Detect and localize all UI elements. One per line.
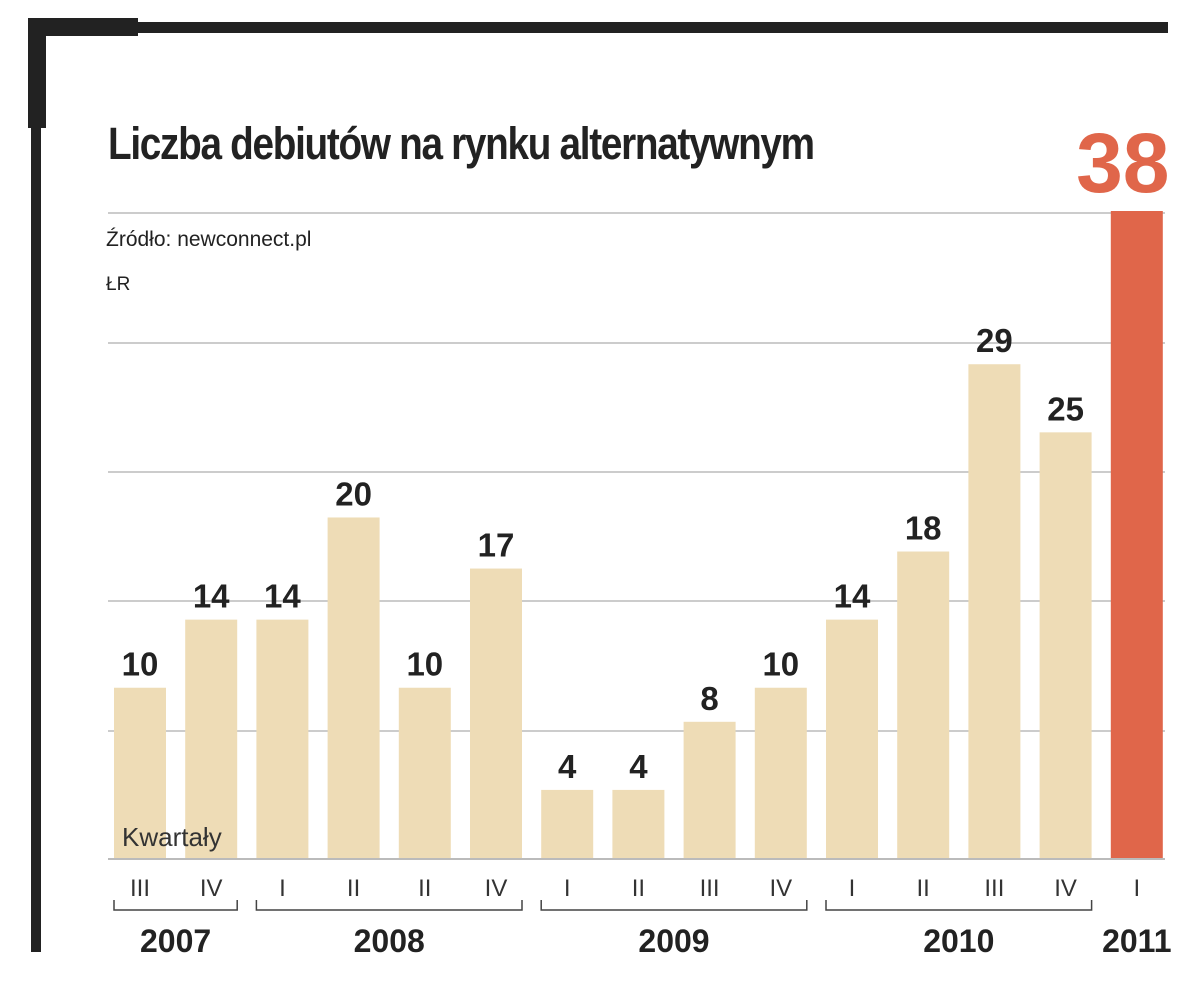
data-label: 4 (629, 748, 648, 785)
tick-label: IV (200, 875, 223, 902)
year-bracket (825, 900, 1093, 911)
tick-label: III (700, 875, 720, 902)
bar (398, 687, 451, 858)
bar-highlight (1110, 211, 1163, 858)
bar (470, 568, 522, 858)
bar (754, 687, 807, 858)
data-label: 18 (905, 510, 942, 547)
data-label: 20 (335, 475, 372, 512)
source-note: Źródło: newconnect.pl (106, 228, 312, 251)
data-label: 10 (122, 646, 159, 683)
bar (612, 789, 665, 858)
year-label: 2010 (923, 923, 994, 959)
data-label: 14 (193, 578, 230, 615)
tick-label: I (564, 875, 571, 902)
year-label: 2008 (354, 923, 425, 959)
bar (114, 687, 166, 858)
bar (327, 517, 380, 858)
tick-label: II (347, 875, 360, 902)
tick-label: III (130, 875, 150, 902)
bar (1039, 432, 1092, 858)
data-label: 29 (976, 322, 1013, 359)
data-label: 14 (264, 578, 301, 615)
frame-left-rule (28, 22, 46, 128)
tick-label: II (632, 875, 645, 902)
year-label: 2011 (1102, 923, 1171, 959)
data-label: 25 (1047, 390, 1084, 427)
chart-title: Liczba debiutów na rynku alternatywnym (108, 118, 815, 169)
data-label: 10 (406, 646, 443, 683)
data-label: 38 (1076, 116, 1169, 210)
tick-label: IV (769, 875, 792, 902)
tick-label: II (917, 875, 930, 902)
data-label: 14 (834, 578, 871, 615)
bar (185, 619, 238, 858)
year-bracket (255, 900, 523, 911)
tick-label: I (849, 875, 856, 902)
bar (968, 364, 1021, 858)
data-label: 4 (558, 748, 577, 785)
author-initials: ŁR (106, 274, 131, 295)
bar (541, 789, 594, 858)
frame-top-rule (28, 22, 1168, 33)
year-bracket (113, 900, 238, 911)
bar (683, 721, 736, 858)
data-label: 10 (762, 646, 799, 683)
tick-label: I (279, 875, 286, 902)
tick-label: IV (485, 875, 508, 902)
data-label: 17 (478, 527, 515, 564)
year-label: 2009 (638, 923, 709, 959)
frame-corner-tab (28, 18, 138, 36)
year-bracket (540, 900, 808, 911)
year-label: 2007 (140, 923, 211, 959)
tick-label: II (418, 875, 431, 902)
bar (826, 619, 878, 858)
tick-label: I (1133, 875, 1140, 902)
tick-label: IV (1054, 875, 1077, 902)
data-label: 8 (700, 680, 718, 717)
bar (897, 551, 950, 858)
bar (256, 619, 309, 858)
x-axis-title: Kwartały (122, 822, 222, 852)
frame-left-rule-thin (31, 120, 41, 952)
tick-label: III (984, 875, 1004, 902)
